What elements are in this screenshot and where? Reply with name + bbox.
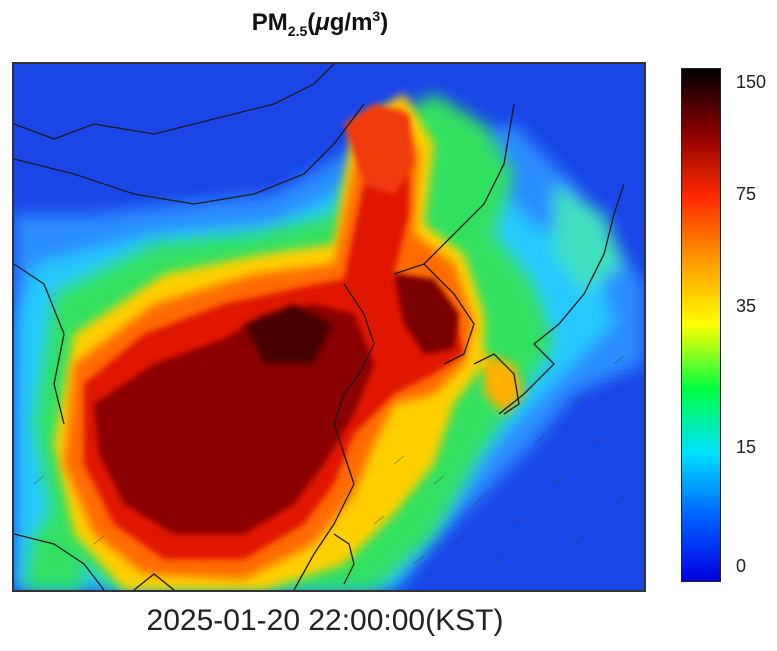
title-unit-mu: μ [315, 9, 330, 36]
coastlines [14, 64, 625, 590]
title-unit-body: g/m [329, 9, 373, 36]
pm25-concentration-map [12, 62, 646, 592]
colorbar-tick-35: 35 [736, 296, 757, 316]
timestamp-label: 2025-01-20 22:00:00(KST) [146, 604, 504, 637]
title-subscript: 2.5 [287, 22, 308, 39]
wind-vectors [33, 355, 625, 565]
colorbar-tick-0: 0 [736, 556, 747, 576]
title-unit-sup: 3 [372, 8, 381, 24]
colorbar-tick-75: 75 [736, 184, 757, 204]
map-svg [14, 64, 644, 590]
colorbar [681, 68, 721, 582]
extreme-concentration-layer [94, 274, 459, 534]
map-title: PM2.5(μg/m3) [0, 8, 640, 39]
title-unit-close: ) [380, 9, 389, 36]
colorbar-tick-150: 150 [736, 72, 767, 92]
colorbar-tick-15: 15 [736, 437, 757, 457]
title-main: PM [251, 9, 288, 36]
title-unit-open: ( [307, 9, 316, 36]
